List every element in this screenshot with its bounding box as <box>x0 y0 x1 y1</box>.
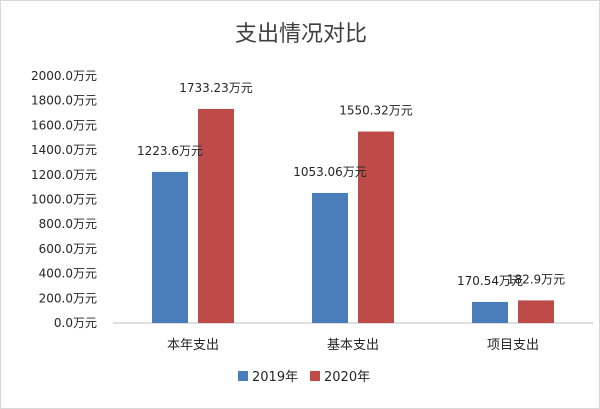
y-axis-ticks: 0.0万元 200.0万元 400.0万元 600.0万元 800.0万元 1000.0万… <box>31 69 97 330</box>
bar <box>198 108 234 323</box>
data-label: 170.54万元 <box>457 274 523 288</box>
y-tick-label: 600.0万元 <box>39 242 97 256</box>
data-label: 1053.06万元 <box>293 165 367 179</box>
legend-swatch <box>310 371 320 381</box>
legend-label: 2020年 <box>324 370 370 385</box>
bar <box>472 301 508 323</box>
x-axis-categories: 本年支出 基本支出 项目支出 <box>167 338 539 353</box>
bar <box>312 192 348 323</box>
y-tick-label: 800.0万元 <box>39 217 97 231</box>
bar <box>518 300 554 323</box>
legend: 2019年 2020年 <box>238 370 370 385</box>
data-label: 1550.32万元 <box>339 104 413 118</box>
data-label: 182.9万元 <box>507 272 565 286</box>
y-tick-label: 2000.0万元 <box>31 69 97 83</box>
y-tick-label: 200.0万元 <box>39 291 97 305</box>
x-category-label: 本年支出 <box>167 338 219 353</box>
y-tick-label: 400.0万元 <box>39 267 97 281</box>
y-tick-label: 1400.0万元 <box>31 143 97 157</box>
bars-group <box>152 108 554 323</box>
y-tick-label: 0.0万元 <box>54 316 97 330</box>
x-category-label: 项目支出 <box>487 338 539 353</box>
x-category-label: 基本支出 <box>327 338 379 353</box>
y-tick-label: 1800.0万元 <box>31 94 97 108</box>
y-tick-label: 1200.0万元 <box>31 168 97 182</box>
bar <box>152 171 188 323</box>
bar <box>358 131 394 323</box>
y-tick-label: 1600.0万元 <box>31 118 97 132</box>
data-label: 1733.23万元 <box>179 81 253 95</box>
data-label: 1223.6万元 <box>137 144 203 158</box>
legend-swatch <box>238 371 248 381</box>
legend-label: 2019年 <box>252 370 298 385</box>
y-tick-label: 1000.0万元 <box>31 193 97 207</box>
data-labels-group: 1223.6万元 1733.23万元 1053.06万元 1550.32万元 170.5… <box>137 81 565 288</box>
chart-title: 支出情况对比 <box>235 22 367 47</box>
